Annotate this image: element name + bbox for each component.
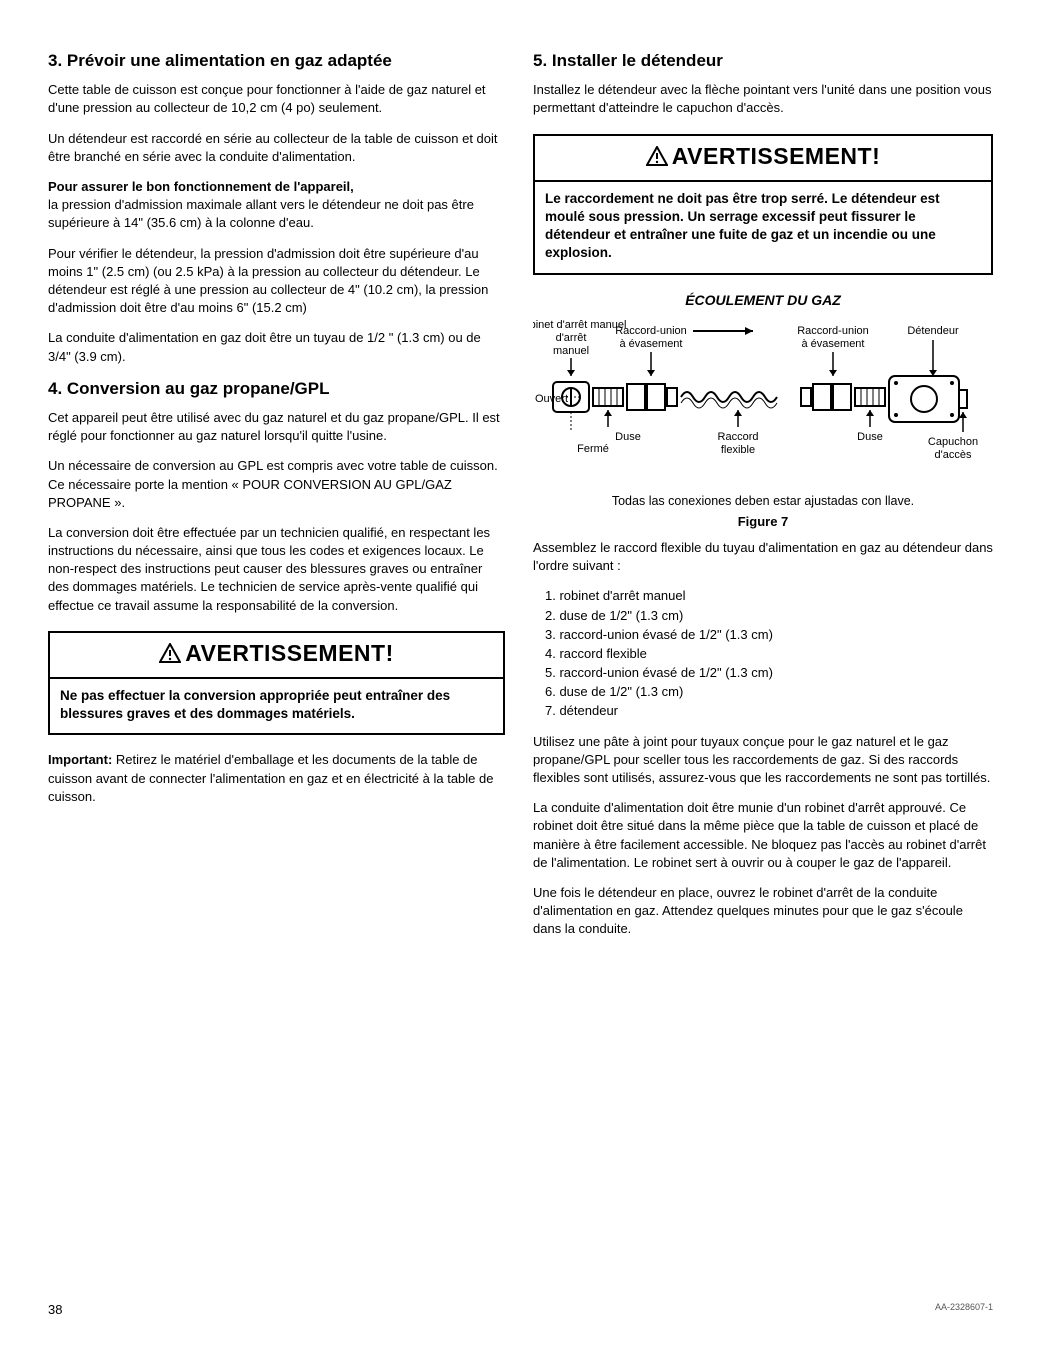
fig-label: Détendeur — [907, 325, 959, 337]
body-text: Assemblez le raccord flexible du tuyau d… — [533, 539, 993, 575]
body-text: La conversion doit être effectuée par un… — [48, 524, 505, 615]
document-id: AA-2328607-1 — [935, 1301, 993, 1319]
body-text: Pour assurer le bon fonctionnement de l'… — [48, 178, 505, 233]
warning-box: AVERTISSEMENT! Ne pas effectuer la conve… — [48, 631, 505, 736]
body-text: Une fois le détendeur en place, ouvrez l… — [533, 884, 993, 939]
regulator-icon — [889, 376, 967, 422]
body-text: La conduite d'alimentation en gaz doit ê… — [48, 329, 505, 365]
figure-7: ÉCOULEMENT DU GAZ Robinet d'arrêt manuel… — [533, 291, 993, 531]
warning-header: AVERTISSEMENT! — [535, 136, 991, 182]
body-text: La conduite d'alimentation doit être mun… — [533, 799, 993, 872]
body-text: Utilisez une pâte à joint pour tuyaux co… — [533, 733, 993, 788]
body-text: Cet appareil peut être utilisé avec du g… — [48, 409, 505, 445]
assembly-steps-list: 1. robinet d'arrêt manuel 2. duse de 1/2… — [533, 587, 993, 720]
svg-text:Capuchon: Capuchon — [928, 436, 978, 448]
important-text: Retirez le matériel d'emballage et les d… — [48, 752, 493, 803]
svg-text:Raccord: Raccord — [718, 431, 759, 443]
svg-text:flexible: flexible — [721, 444, 755, 456]
warning-label: AVERTISSEMENT! — [185, 640, 393, 666]
page-number: 38 — [48, 1301, 62, 1319]
list-item: 5. raccord-union évasé de 1/2" (1.3 cm) — [545, 664, 993, 682]
warning-header: AVERTISSEMENT! — [50, 633, 503, 679]
two-column-layout: 3. Prévoir une alimentation en gaz adapt… — [48, 50, 993, 951]
svg-text:d'accès: d'accès — [935, 449, 972, 461]
body-text-continued: la pression d'admission maximale allant … — [48, 197, 474, 230]
figure-flow-title: ÉCOULEMENT DU GAZ — [533, 291, 993, 311]
body-text: Pour vérifier le détendeur, la pression … — [48, 245, 505, 318]
figure-note: Todas las conexiones deben estar ajustad… — [533, 493, 993, 511]
warning-box: AVERTISSEMENT! Le raccordement ne doit p… — [533, 134, 993, 275]
page-footer: 38 AA-2328607-1 — [48, 1301, 993, 1319]
nipple-icon — [855, 388, 885, 406]
warning-label: AVERTISSEMENT! — [672, 143, 880, 169]
svg-text:à évasement: à évasement — [620, 338, 683, 350]
section-5-heading: 5. Installer le détendeur — [533, 50, 993, 71]
svg-text:d'arrêt: d'arrêt — [556, 332, 587, 344]
svg-text:Raccord-union: Raccord-union — [615, 325, 687, 337]
list-item: 4. raccord flexible — [545, 645, 993, 663]
emphasis-label: Pour assurer le bon fonctionnement de l'… — [48, 179, 354, 194]
body-text: Installez le détendeur avec la flèche po… — [533, 81, 993, 117]
list-item: 6. duse de 1/2" (1.3 cm) — [545, 683, 993, 701]
fig-label: Robinet d'arrêt manuel — [533, 319, 626, 331]
section-3-heading: 3. Prévoir une alimentation en gaz adapt… — [48, 50, 505, 71]
important-note: Important: Retirez le matériel d'emballa… — [48, 751, 505, 806]
svg-text:à évasement: à évasement — [802, 338, 865, 350]
list-item: 3. raccord-union évasé de 1/2" (1.3 cm) — [545, 626, 993, 644]
warning-body: Le raccordement ne doit pas être trop se… — [535, 182, 991, 273]
right-column: 5. Installer le détendeur Installez le d… — [533, 50, 993, 951]
list-item: 7. détendeur — [545, 702, 993, 720]
svg-text:manuel: manuel — [553, 345, 589, 357]
warning-body: Ne pas effectuer la conversion approprié… — [50, 679, 503, 733]
section-4-heading: 4. Conversion au gaz propane/GPL — [48, 378, 505, 399]
fig-label: Duse — [857, 431, 883, 443]
figure-caption: Figure 7 — [533, 513, 993, 531]
fig-label: Ouvert — [535, 393, 568, 405]
warning-triangle-icon — [159, 639, 181, 671]
fig-label: Fermé — [577, 443, 609, 455]
list-item: 1. robinet d'arrêt manuel — [545, 587, 993, 605]
body-text: Cette table de cuisson est conçue pour f… — [48, 81, 505, 117]
svg-text:Raccord-union: Raccord-union — [797, 325, 869, 337]
left-column: 3. Prévoir une alimentation en gaz adapt… — [48, 50, 505, 951]
flex-connector-icon — [681, 392, 777, 408]
list-item: 2. duse de 1/2" (1.3 cm) — [545, 607, 993, 625]
important-label: Important: — [48, 752, 112, 767]
gas-flow-diagram: Robinet d'arrêt manuel d'arrêt manuel Ra… — [533, 312, 993, 487]
fig-label: Duse — [615, 431, 641, 443]
nipple-icon — [593, 388, 623, 406]
warning-triangle-icon — [646, 142, 668, 174]
body-text: Un nécessaire de conversion au GPL est c… — [48, 457, 505, 512]
union-icon — [627, 384, 645, 410]
body-text: Un détendeur est raccordé en série au co… — [48, 130, 505, 166]
